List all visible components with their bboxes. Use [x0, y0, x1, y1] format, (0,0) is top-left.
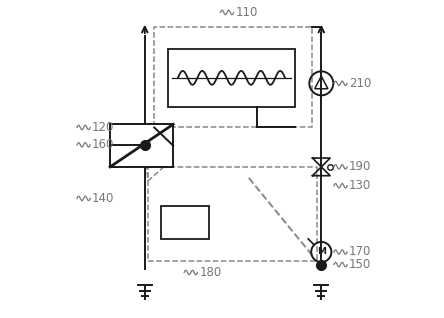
Text: 150: 150	[349, 258, 371, 271]
Text: 180: 180	[199, 266, 222, 279]
Bar	[168, 49, 294, 107]
Text: 130: 130	[349, 179, 371, 192]
Text: 190: 190	[349, 160, 372, 173]
Bar	[154, 27, 312, 128]
Bar	[110, 124, 173, 167]
Bar	[161, 206, 210, 239]
Text: 210: 210	[349, 77, 372, 90]
Text: 120: 120	[92, 121, 115, 134]
Text: 140: 140	[92, 192, 115, 205]
Text: 160: 160	[92, 138, 115, 151]
Text: 110: 110	[236, 6, 258, 19]
Text: 170: 170	[349, 245, 372, 259]
Text: M: M	[317, 247, 326, 257]
Bar	[148, 167, 317, 261]
